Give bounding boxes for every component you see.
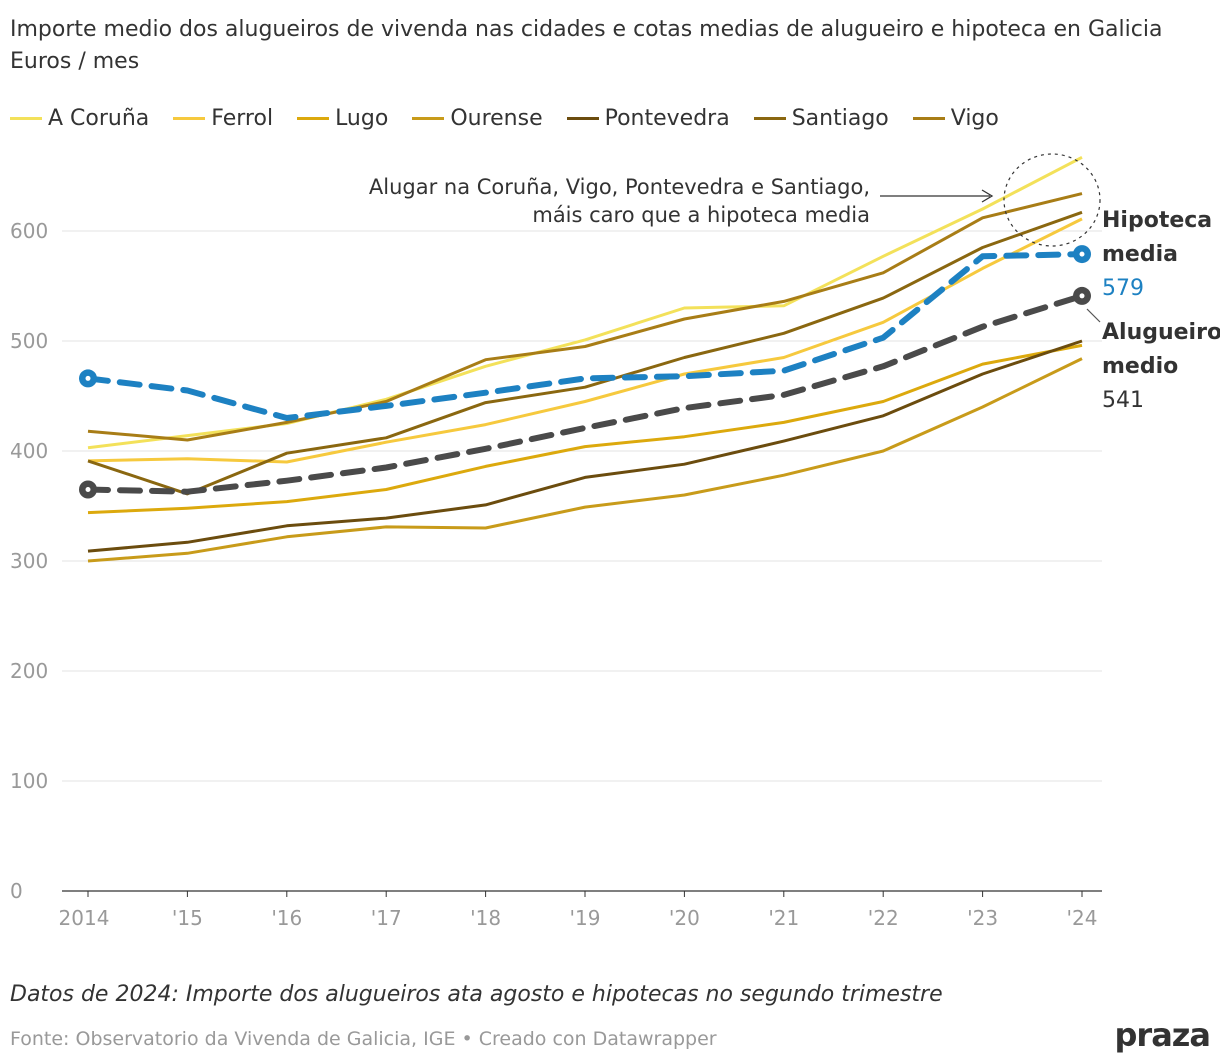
- x-tick-label: '20: [669, 906, 700, 930]
- highlight-lines: [79, 245, 1091, 499]
- y-tick-label: 0: [10, 879, 23, 903]
- legend-label: Lugo: [335, 105, 389, 131]
- highlight-line: [85, 251, 1085, 421]
- end-label-alugueiro-leader: [1086, 308, 1101, 323]
- y-tick-label: 300: [10, 549, 48, 573]
- series-line: [87, 339, 1083, 553]
- x-tick-label: '21: [768, 906, 799, 930]
- x-axis-labels: 2014 '15 '16 '17 '18 '19 '20 '21 '22 '23 '24: [59, 906, 1098, 930]
- legend-label: Pontevedra: [604, 105, 730, 131]
- x-tick-label: 2014: [59, 906, 110, 930]
- grid-lines: [62, 230, 1102, 897]
- legend-item: Ourense: [412, 105, 543, 131]
- legend-label: Ourense: [450, 105, 543, 131]
- legend-item: Ferrol: [173, 106, 273, 131]
- legend-label: Santiago: [791, 105, 889, 131]
- legend-item: Lugo: [297, 106, 388, 131]
- y-tick-label: 400: [10, 439, 48, 463]
- legend: A Coruña Ferrol Lugo Ourense Pontevedra Santi…: [10, 103, 1023, 133]
- legend-item: Vigo: [912, 105, 999, 131]
- end-label-alugueiro-value: 541: [1102, 388, 1144, 413]
- legend-label: A Coruña: [48, 105, 150, 131]
- series-line: [87, 217, 1083, 464]
- legend-item: Santiago: [753, 105, 889, 131]
- chart-subtitle: Euros / mes: [10, 49, 140, 74]
- series-line: [87, 210, 1083, 496]
- highlight-endpoint-dot: [1079, 251, 1085, 257]
- end-label-alugueiro-line2: medio: [1102, 354, 1178, 379]
- praza-logo: praza: [1114, 1016, 1211, 1054]
- y-axis-labels: 0 100 200 300 400 500 600: [10, 219, 48, 903]
- annotation-line-1: Alugar na Coruña, Vigo, Pontevedra e San…: [369, 175, 870, 199]
- legend-label: Vigo: [950, 105, 999, 131]
- y-tick-label: 600: [10, 219, 48, 243]
- end-label-alugueiro-line1: Alugueiro: [1102, 320, 1220, 345]
- series-line: [87, 357, 1083, 563]
- annotation-line-2: máis caro que a hipoteca media: [532, 203, 870, 227]
- series-line: [87, 192, 1083, 442]
- x-tick-label: '19: [570, 906, 601, 930]
- legend-swatch: [412, 116, 445, 120]
- legend-item: A Coruña: [10, 106, 149, 131]
- series-line: [87, 343, 1083, 515]
- x-tick-label: '24: [1067, 906, 1098, 930]
- legend-swatch: [297, 116, 330, 120]
- end-label-hipoteca-line1: Hipoteca: [1102, 208, 1212, 233]
- legend-label: Ferrol: [211, 105, 274, 131]
- line-chart: 0 100 200 300 400 500 600 2014 '15 '16 '17 '18 '19 '…: [10, 153, 1220, 930]
- chart-title: Importe medio dos alugueiros de vivenda …: [10, 17, 1163, 42]
- highlight-endpoint-dot: [1079, 293, 1085, 299]
- footnote: Datos de 2024: Importe dos alugueiros at…: [10, 982, 943, 1007]
- end-labels: Hipoteca media 579 Alugueiro medio 541: [1086, 208, 1220, 413]
- annotation-arrowhead: [981, 189, 994, 203]
- series-lines: [87, 155, 1083, 563]
- y-tick-label: 500: [10, 329, 48, 353]
- y-tick-label: 100: [10, 769, 48, 793]
- x-tick-label: '23: [967, 906, 998, 930]
- legend-item: Pontevedra: [566, 105, 730, 131]
- x-tick-label: '18: [470, 906, 501, 930]
- annotation: Alugar na Coruña, Vigo, Pontevedra e San…: [369, 153, 1101, 247]
- annotation-circle: [1003, 153, 1101, 247]
- legend-swatch: [912, 116, 945, 120]
- end-label-hipoteca-value: 579: [1102, 276, 1144, 301]
- x-tick-label: '17: [371, 906, 402, 930]
- end-label-hipoteca-line2: media: [1102, 242, 1178, 267]
- source: Fonte: Observatorio da Vivenda de Galici…: [10, 1028, 717, 1050]
- legend-swatch: [753, 116, 786, 120]
- legend-swatch: [173, 116, 206, 120]
- x-tick-label: '15: [172, 906, 203, 930]
- y-tick-label: 200: [10, 659, 48, 683]
- x-tick-label: '16: [271, 906, 302, 930]
- series-line: [87, 155, 1083, 450]
- x-tick-label: '22: [868, 906, 899, 930]
- highlight-endpoint-dot: [85, 375, 91, 381]
- legend-swatch: [10, 116, 42, 120]
- legend-swatch: [566, 116, 599, 120]
- highlight-endpoint-dot: [85, 487, 91, 492]
- highlight-line: [85, 292, 1085, 495]
